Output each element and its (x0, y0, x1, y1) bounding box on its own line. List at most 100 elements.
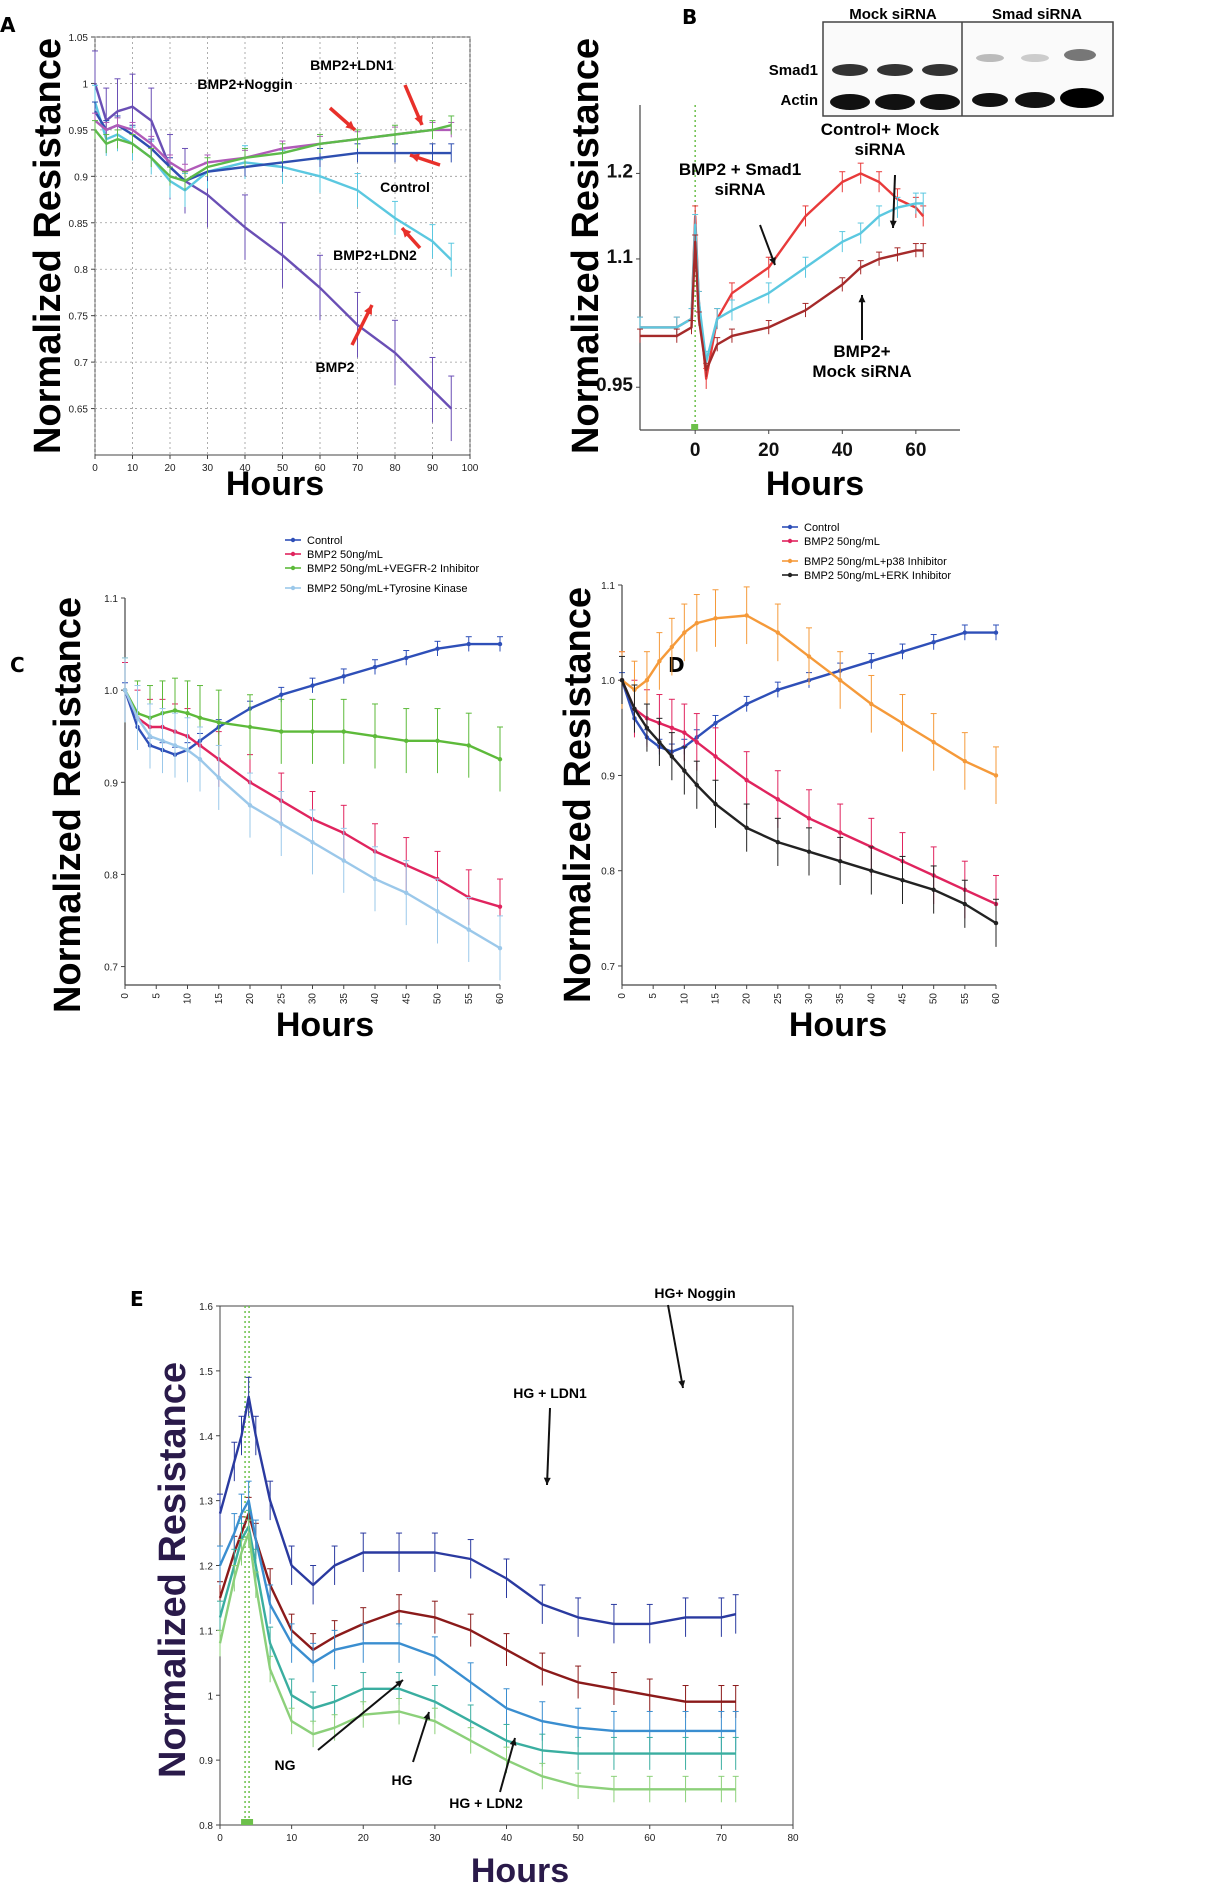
data-point (775, 687, 781, 692)
data-point (185, 710, 190, 716)
x-tick-label-a: 80 (389, 463, 401, 474)
annotation-label: HG+ Noggin (654, 1285, 735, 1301)
annotation-arrowhead (889, 220, 897, 228)
x-tick-label-d: 20 (742, 993, 753, 1005)
data-point (900, 649, 905, 654)
data-point (497, 757, 503, 762)
data-point (279, 692, 284, 697)
legend-label: Control (804, 522, 839, 534)
x-tick-label-c: 0 (120, 993, 131, 999)
series-line-control-mock-sirna (640, 202, 924, 363)
y-tick-label-e: 0.9 (199, 1756, 213, 1767)
blot-row-smad1: Smad1 (769, 62, 818, 79)
blot-band (920, 94, 960, 110)
blot-band (877, 64, 913, 76)
blot-smad-label: Smad siRNA (992, 6, 1082, 23)
data-point (435, 646, 440, 651)
data-point (900, 720, 905, 726)
data-point (247, 803, 253, 808)
annotation-arrowhead (769, 257, 776, 265)
annotation-arrowhead (678, 1380, 686, 1388)
data-point (341, 729, 346, 734)
blot-band (972, 93, 1008, 107)
annotation-arrowhead (364, 305, 372, 315)
annotation-label: BMP2+LDN1 (310, 57, 394, 73)
y-axis-label-c: Normalized Resistance (47, 597, 89, 1013)
legend-label: Control (307, 535, 342, 547)
data-point (310, 729, 315, 734)
y-tick-label-d: 1.1 (601, 581, 615, 592)
data-point (310, 683, 315, 688)
blot-band (830, 94, 870, 110)
series-line-hg-ldn2 (218, 1531, 736, 1791)
x-tick-label-c: 35 (339, 993, 350, 1005)
legend-label: BMP2 50ng/mL+VEGFR-2 Inhibitor (307, 563, 479, 575)
data-point (806, 816, 812, 821)
series-line-hg-ldn1 (218, 1395, 736, 1626)
blot-band (875, 94, 915, 110)
y-tick-label-e: 0.8 (199, 1821, 213, 1832)
annotation-label: BMP2+Noggin (197, 76, 292, 92)
data-point (806, 849, 812, 854)
x-tick-label-c: 40 (370, 993, 381, 1005)
data-point (466, 927, 471, 932)
blot-row-actin: Actin (781, 92, 819, 109)
x-tick-label-d: 40 (866, 993, 877, 1005)
data-point (962, 630, 968, 635)
panel-letter-d: D (668, 653, 685, 677)
y-tick-label-d: 0.7 (601, 962, 615, 973)
x-tick-label-c: 25 (276, 993, 287, 1005)
y-tick-label-a: 0.65 (69, 405, 89, 416)
y-tick-label-b: 1.1 (607, 247, 634, 268)
annotation-arrowhead (345, 120, 355, 130)
data-point (806, 654, 812, 659)
data-point (122, 687, 128, 693)
x-tick-label-c: 55 (464, 993, 475, 1005)
annotation-label: NG (275, 1757, 296, 1773)
panel-letter-b: B (682, 5, 697, 29)
x-tick-label-a: 90 (427, 463, 439, 474)
y-tick-label-d: 1.0 (601, 676, 615, 687)
legend-marker (290, 585, 296, 591)
blot-band (976, 54, 1004, 62)
y-tick-label-c: 0.8 (104, 870, 118, 881)
legend-marker (787, 524, 793, 530)
x-tick-label-e: 30 (429, 1833, 441, 1844)
x-axis-label-b: Hours (766, 465, 864, 503)
blot-band (1060, 88, 1104, 108)
data-point (669, 754, 675, 759)
y-axis-label-e: Normalized Resistance (152, 1362, 194, 1778)
legend-marker (290, 551, 296, 557)
data-point (632, 706, 637, 712)
annotation-arrowhead (402, 228, 412, 238)
x-tick-label-a: 30 (202, 463, 214, 474)
x-axis-label-a: Hours (226, 465, 324, 503)
data-point (993, 920, 999, 926)
annotation-label: siRNA (714, 180, 765, 199)
x-tick-label-a: 100 (462, 463, 479, 474)
x-tick-label-b: 0 (690, 440, 701, 461)
series-line-hg (218, 1525, 736, 1755)
annotation-label: Mock siRNA (812, 362, 911, 381)
y-tick-label-e: 1.2 (199, 1562, 213, 1573)
annotation-label: BMP2+ (833, 342, 890, 361)
data-point (497, 945, 503, 951)
data-point (197, 757, 203, 762)
data-point (435, 909, 440, 914)
x-tick-label-d: 60 (991, 993, 1002, 1005)
y-tick-label-e: 1.3 (199, 1497, 213, 1508)
x-tick-label-c: 45 (401, 993, 412, 1005)
legend-label: BMP2 50ng/mL (804, 536, 880, 548)
data-point (744, 825, 749, 831)
treatment-marker-b (691, 424, 699, 430)
x-axis-label-d: Hours (789, 1006, 887, 1044)
x-tick-label-a: 50 (277, 463, 289, 474)
annotation-label: Control (380, 179, 430, 195)
data-point (694, 620, 699, 626)
annotation-label: Control+ Mock (821, 120, 940, 139)
annotation-label: HG + LDN1 (513, 1385, 587, 1401)
panel-letter-a: A (0, 13, 16, 37)
data-point (993, 773, 999, 778)
annotation-arrowhead (414, 115, 423, 125)
